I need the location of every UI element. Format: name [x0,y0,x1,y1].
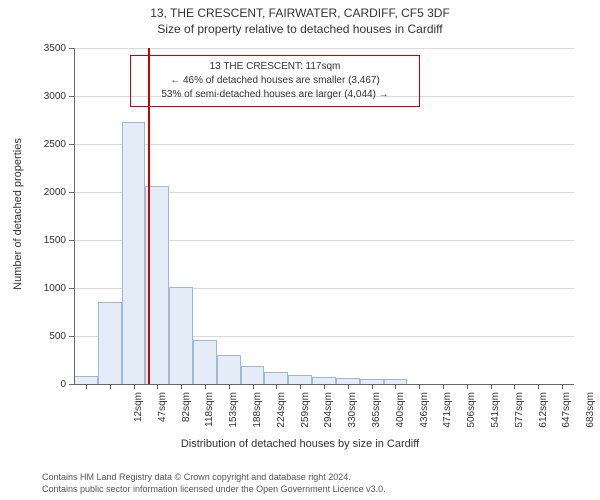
footer-line2: Contains public sector information licen… [42,484,386,494]
histogram-bar [288,375,312,384]
chart-title-line1: 13, THE CRESCENT, FAIRWATER, CARDIFF, CF… [0,6,600,20]
x-tick-label: 294sqm [323,392,334,442]
x-tick-label: 12sqm [133,392,144,442]
y-tick-label: 500 [26,331,66,342]
x-tick-label: 647sqm [561,392,572,442]
x-tick-label: 153sqm [228,392,239,442]
info-box-line: 53% of semi-detached houses are larger (… [137,88,413,102]
x-tick-label: 471sqm [442,392,453,442]
x-tick [562,384,563,389]
histogram-bar [312,377,336,384]
x-tick-label: 47sqm [157,392,168,442]
x-tick [514,384,515,389]
footer-line1: Contains HM Land Registry data © Crown c… [42,472,351,482]
x-tick-label: 612sqm [538,392,549,442]
x-tick [229,384,230,389]
x-tick [181,384,182,389]
histogram-bar [193,340,217,384]
y-tick-label: 2000 [26,187,66,198]
x-tick [419,384,420,389]
histogram-bar [98,302,122,384]
x-tick [372,384,373,389]
x-tick [538,384,539,389]
x-axis-label: Distribution of detached houses by size … [0,438,600,450]
x-tick [86,384,87,389]
x-tick-label: 118sqm [204,392,215,442]
x-tick [491,384,492,389]
x-tick [276,384,277,389]
x-tick [443,384,444,389]
y-tick-label: 0 [26,379,66,390]
x-tick [300,384,301,389]
x-tick [134,384,135,389]
x-tick [253,384,254,389]
y-tick-label: 3500 [26,43,66,54]
x-tick [348,384,349,389]
info-box-line: ← 46% of detached houses are smaller (3,… [137,74,413,88]
property-info-box: 13 THE CRESCENT: 117sqm← 46% of detached… [130,55,420,107]
y-tick-label: 2500 [26,139,66,150]
x-tick-label: 82sqm [181,392,192,442]
y-tick-label: 1000 [26,283,66,294]
x-tick-label: 365sqm [371,392,382,442]
x-tick-label: 330sqm [347,392,358,442]
x-tick-label: 506sqm [466,392,477,442]
histogram-bar [241,366,265,384]
y-tick-label: 3000 [26,91,66,102]
info-box-line: 13 THE CRESCENT: 117sqm [137,60,413,74]
y-axis-label: Number of detached properties [12,114,24,314]
x-tick [395,384,396,389]
x-tick [467,384,468,389]
x-tick [324,384,325,389]
x-tick-label: 224sqm [276,392,287,442]
histogram-bar [217,355,241,384]
histogram-bar [169,287,193,384]
x-tick-label: 683sqm [585,392,596,442]
chart-title-line2: Size of property relative to detached ho… [0,22,600,36]
y-tick-label: 1500 [26,235,66,246]
x-tick-label: 188sqm [252,392,263,442]
x-tick [110,384,111,389]
x-tick-label: 400sqm [395,392,406,442]
histogram-bar [264,372,288,384]
x-tick-label: 436sqm [419,392,430,442]
x-tick [205,384,206,389]
histogram-bar [122,122,146,384]
x-tick-label: 541sqm [490,392,501,442]
x-tick-label: 577sqm [514,392,525,442]
x-tick [157,384,158,389]
y-axis [74,48,75,384]
histogram-bar [74,376,98,384]
x-tick-label: 259sqm [300,392,311,442]
